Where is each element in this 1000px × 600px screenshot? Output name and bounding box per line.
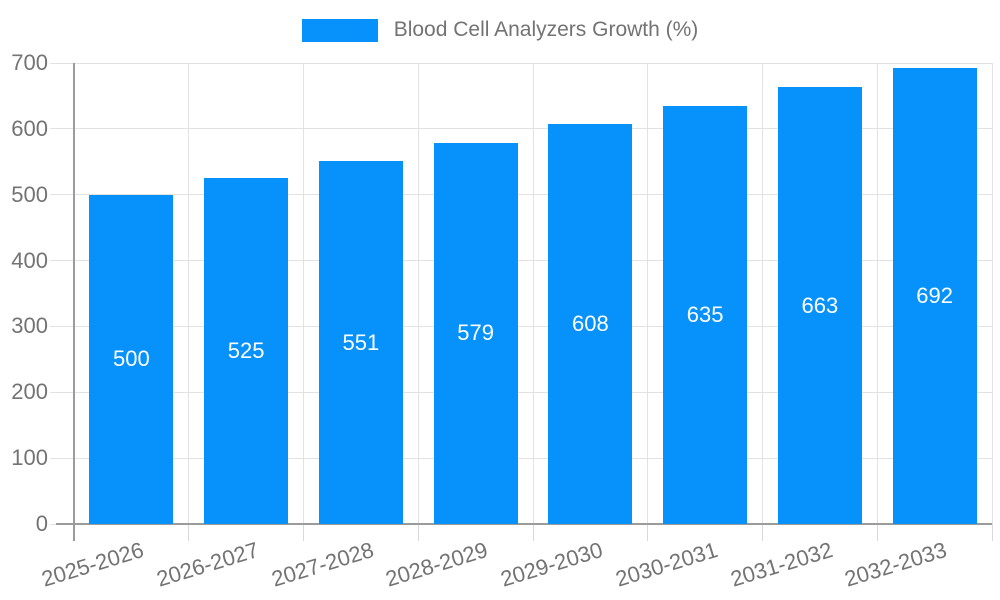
y-axis-tick-label: 700 bbox=[11, 50, 48, 75]
y-axis-tick-label: 300 bbox=[11, 313, 48, 339]
y-axis-tick-label: 200 bbox=[11, 379, 48, 405]
legend-swatch bbox=[301, 18, 378, 42]
y-gridline bbox=[50, 457, 992, 459]
bar-value-label: 525 bbox=[227, 338, 265, 364]
y-gridline bbox=[50, 194, 992, 196]
bar-value-label: 692 bbox=[916, 283, 953, 309]
y-axis-tick-label: 400 bbox=[11, 247, 48, 273]
x-gridline bbox=[647, 63, 649, 524]
x-axis-category-label: 2030-2031 bbox=[612, 537, 721, 592]
x-axis-category-label: 2031-2032 bbox=[727, 537, 836, 592]
x-axis-tick bbox=[647, 524, 649, 541]
bar-2025-2026[interactable] bbox=[89, 194, 174, 524]
x-gridline bbox=[876, 63, 878, 524]
x-axis-line bbox=[56, 523, 992, 525]
x-axis-tick bbox=[991, 524, 993, 541]
bar-value-label: 500 bbox=[113, 346, 150, 372]
y-gridline bbox=[50, 62, 992, 64]
bar-2026-2027[interactable] bbox=[204, 178, 289, 524]
x-axis-tick bbox=[876, 524, 878, 541]
bar-2032-2033[interactable] bbox=[892, 68, 977, 524]
x-gridline bbox=[532, 63, 534, 524]
bar-2027-2028[interactable] bbox=[318, 161, 403, 524]
x-axis-category-label: 2029-2030 bbox=[497, 537, 606, 592]
x-axis-tick bbox=[532, 524, 534, 541]
y-gridline bbox=[50, 325, 992, 327]
y-gridline bbox=[50, 260, 992, 262]
x-gridline bbox=[303, 63, 304, 524]
x-gridline bbox=[991, 63, 993, 524]
bar-value-label: 608 bbox=[572, 310, 609, 336]
bar-value-label: 635 bbox=[686, 301, 724, 327]
x-axis-category-label: 2032-2033 bbox=[842, 537, 950, 592]
x-gridline bbox=[417, 63, 419, 524]
bar-2028-2029[interactable] bbox=[433, 142, 518, 524]
bar-2031-2032[interactable] bbox=[777, 87, 862, 524]
y-axis-tick-label: 0 bbox=[35, 511, 48, 536]
bar-value-label: 551 bbox=[342, 329, 380, 355]
x-axis-category-label: 2028-2029 bbox=[383, 537, 491, 592]
x-gridline bbox=[188, 63, 190, 524]
x-axis-category-label: 2026-2027 bbox=[153, 537, 262, 592]
x-axis-tick bbox=[417, 524, 419, 541]
x-axis-tick bbox=[188, 524, 190, 541]
bar-value-label: 579 bbox=[457, 320, 494, 346]
y-axis-tick-label: 100 bbox=[11, 445, 48, 471]
x-axis-category-label: 2027-2028 bbox=[268, 537, 377, 592]
bar-2029-2030[interactable] bbox=[548, 123, 633, 524]
bar-2030-2031[interactable] bbox=[663, 105, 748, 524]
bar-value-label: 663 bbox=[801, 292, 839, 318]
x-axis-category-label: 2025-2026 bbox=[38, 537, 147, 592]
y-gridline bbox=[50, 391, 992, 393]
x-gridline bbox=[762, 63, 763, 524]
y-gridline bbox=[50, 128, 992, 130]
y-axis-tick-label: 600 bbox=[11, 115, 48, 141]
legend-label: Blood Cell Analyzers Growth (%) bbox=[393, 18, 699, 41]
y-axis-line bbox=[73, 63, 75, 541]
x-axis-tick bbox=[303, 524, 304, 541]
y-axis-tick-label: 500 bbox=[11, 181, 48, 207]
x-axis-tick bbox=[762, 524, 763, 541]
legend[interactable]: Blood Cell Analyzers Growth (%) bbox=[0, 18, 1000, 42]
